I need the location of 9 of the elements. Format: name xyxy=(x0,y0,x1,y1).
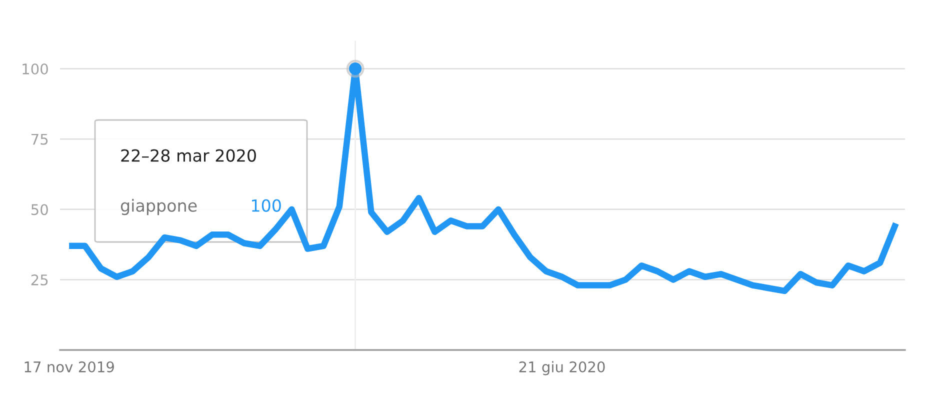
y-tick-label: 75 xyxy=(32,134,48,145)
series-label: giappone xyxy=(120,198,197,216)
y-tick-label: 50 xyxy=(31,204,48,216)
y-tick-label: 100 xyxy=(22,63,48,74)
annotation: 22–28 mar 2020 xyxy=(121,149,256,162)
x-tick-label: 21 giu 2020 xyxy=(519,361,605,376)
x-tick-label: 17 nov 2019 xyxy=(24,361,114,372)
annotation: 100 xyxy=(252,199,281,212)
y-tick-label: 25 xyxy=(31,274,48,286)
